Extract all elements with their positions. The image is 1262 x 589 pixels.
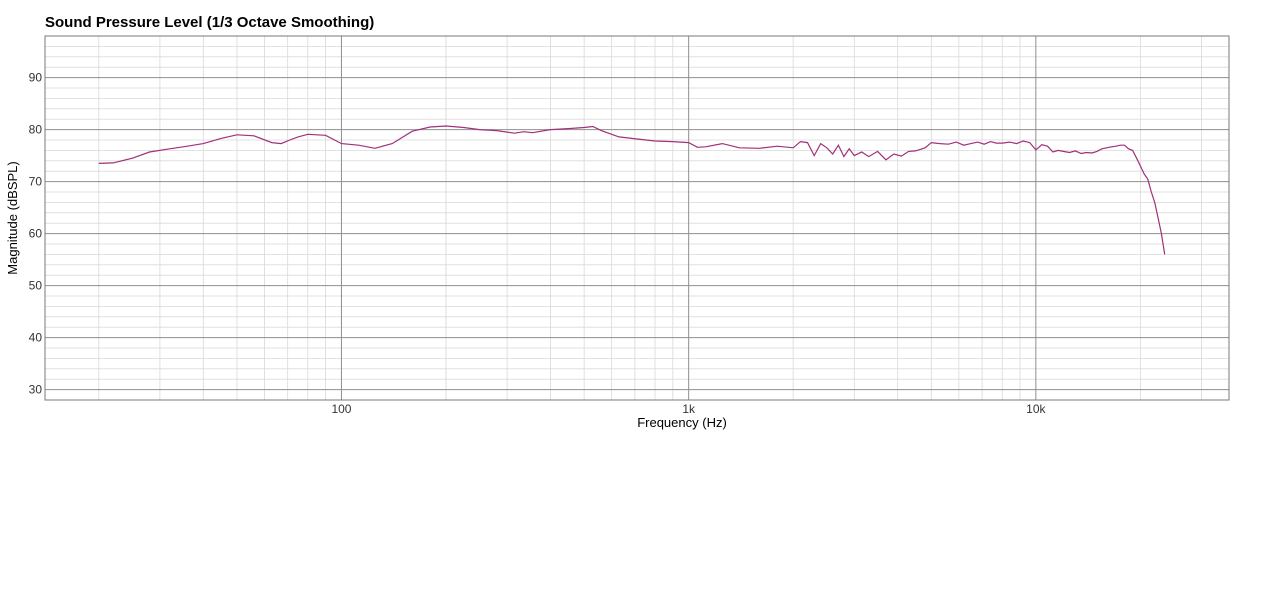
x-axis-ticks: 100 1k 10k — [331, 402, 1046, 416]
x-tick-label: 1k — [682, 402, 696, 416]
x-tick-label: 100 — [331, 402, 351, 416]
plot-frame — [44, 35, 1230, 401]
series-line — [98, 125, 1166, 255]
y-tick-label: 60 — [29, 227, 43, 241]
y-axis-label: Magnitude (dBSPL) — [5, 161, 20, 274]
y-tick-label: 50 — [29, 279, 43, 293]
y-tick-label: 40 — [29, 331, 43, 345]
minor-grid — [45, 35, 1229, 401]
y-tick-label: 90 — [29, 71, 43, 85]
major-grid — [45, 36, 1229, 400]
chart-title: Sound Pressure Level (1/3 Octave Smoothi… — [45, 14, 375, 31]
y-axis-ticks: 30 40 50 60 70 80 90 — [29, 71, 43, 397]
y-tick-label: 70 — [29, 175, 43, 189]
x-tick-label: 10k — [1026, 402, 1046, 416]
y-tick-label: 80 — [29, 123, 43, 137]
y-tick-label: 30 — [29, 383, 43, 397]
x-axis-label: Frequency (Hz) — [637, 415, 727, 430]
